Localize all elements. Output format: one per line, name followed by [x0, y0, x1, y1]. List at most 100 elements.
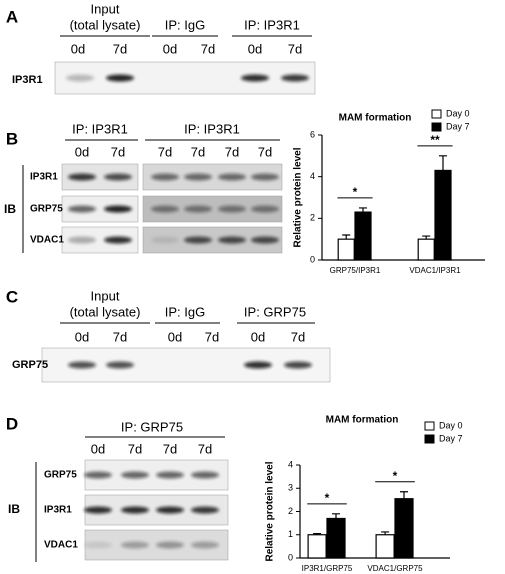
legend-swatch	[431, 122, 442, 132]
band	[68, 173, 96, 181]
band	[218, 236, 246, 244]
significance-label: *	[393, 469, 398, 483]
y-tick-label: 1	[288, 529, 293, 539]
legend-swatch	[431, 109, 442, 119]
y-axis-label: Relative protein level	[265, 461, 276, 561]
lane-label: 7d	[191, 144, 205, 159]
band	[84, 541, 112, 549]
band	[251, 173, 279, 181]
lane-label: 0d	[75, 144, 89, 159]
blot	[54, 61, 316, 95]
bar	[417, 238, 435, 261]
bar	[394, 498, 414, 559]
panel-letter: D	[6, 414, 18, 433]
band	[106, 74, 134, 82]
band	[191, 506, 219, 514]
x-tick-label: IP3R1/GRP75	[302, 564, 353, 573]
row-label: VDAC1	[44, 540, 78, 551]
error-bar	[332, 513, 340, 519]
lane-label: 0d	[251, 329, 265, 344]
bar	[434, 169, 452, 261]
ip-header: IP: IP3R1	[184, 121, 240, 136]
chart-title: MAM formation	[326, 415, 399, 426]
error-bar	[422, 235, 431, 240]
lane-label: 0d	[91, 441, 105, 456]
band	[156, 471, 184, 479]
bar	[337, 238, 355, 261]
ip-header: Input	[91, 288, 120, 303]
lane-label: 7d	[201, 41, 215, 56]
legend-swatch	[424, 434, 435, 444]
row-label: GRP75	[30, 204, 63, 215]
lane-label: 7d	[198, 441, 212, 456]
lane-label: 0d	[168, 329, 182, 344]
lane-label: 7d	[113, 329, 127, 344]
row-label: IP3R1	[12, 74, 43, 86]
bar	[375, 534, 395, 559]
error-bar	[342, 234, 351, 240]
band	[191, 541, 219, 549]
y-tick-label: 2	[288, 506, 293, 516]
y-axis-label: Relative protein level	[293, 147, 304, 247]
lane-label: 7d	[113, 41, 127, 56]
significance-label: *	[325, 491, 330, 505]
band	[106, 361, 134, 369]
band	[68, 236, 96, 244]
ip-header: (total lysate)	[70, 304, 141, 319]
legend-label: Day 7	[446, 121, 470, 131]
bar	[326, 517, 346, 559]
chart-title: MAM formation	[339, 113, 412, 124]
band	[121, 471, 149, 479]
bar	[354, 211, 372, 261]
band	[68, 361, 96, 369]
row-label: IP3R1	[30, 172, 58, 183]
band	[104, 205, 132, 213]
band	[284, 361, 312, 369]
ip-header: IP: IgG	[165, 17, 205, 32]
lane-label: 7d	[258, 144, 272, 159]
lane-label: 7d	[291, 329, 305, 344]
legend-label: Day 0	[439, 420, 463, 430]
error-bar	[313, 532, 322, 535]
ip-header: IP: GRP75	[244, 304, 306, 319]
y-tick-label: 6	[310, 129, 315, 139]
band	[184, 205, 212, 213]
error-bar	[381, 531, 390, 535]
legend-swatch	[424, 421, 435, 431]
band	[151, 205, 179, 213]
band	[84, 471, 112, 479]
y-tick-label: 4	[288, 459, 293, 469]
band	[104, 173, 132, 181]
band	[156, 541, 184, 549]
lane-label: 0d	[248, 41, 262, 56]
row-label: GRP75	[12, 359, 48, 371]
lane-label: 7d	[288, 41, 302, 56]
row-label: IP3R1	[44, 505, 72, 516]
lane-label: 7d	[205, 329, 219, 344]
x-tick-label: GRP75/IP3R1	[330, 266, 381, 275]
x-tick-label: VDAC1/GRP75	[367, 564, 423, 573]
lane-label: 7d	[128, 441, 142, 456]
panel-letter: B	[6, 129, 18, 148]
y-tick-label: 0	[288, 552, 293, 562]
band	[68, 205, 96, 213]
lane-label: 0d	[75, 329, 89, 344]
band	[218, 173, 246, 181]
band	[104, 236, 132, 244]
band	[184, 173, 212, 181]
significance-label: *	[353, 185, 358, 199]
legend-label: Day 7	[439, 433, 463, 443]
error-bar	[359, 207, 367, 213]
ib-label: IB	[4, 202, 16, 216]
panel-letter: A	[6, 7, 18, 26]
ip-header: IP: IP3R1	[72, 121, 128, 136]
y-tick-label: 4	[310, 171, 315, 181]
lane-label: 0d	[71, 41, 85, 56]
lane-label: 0d	[163, 41, 177, 56]
bar	[307, 534, 327, 559]
band	[244, 361, 272, 369]
band	[151, 173, 179, 181]
ip-header: (total lysate)	[70, 17, 141, 32]
band	[151, 236, 179, 244]
